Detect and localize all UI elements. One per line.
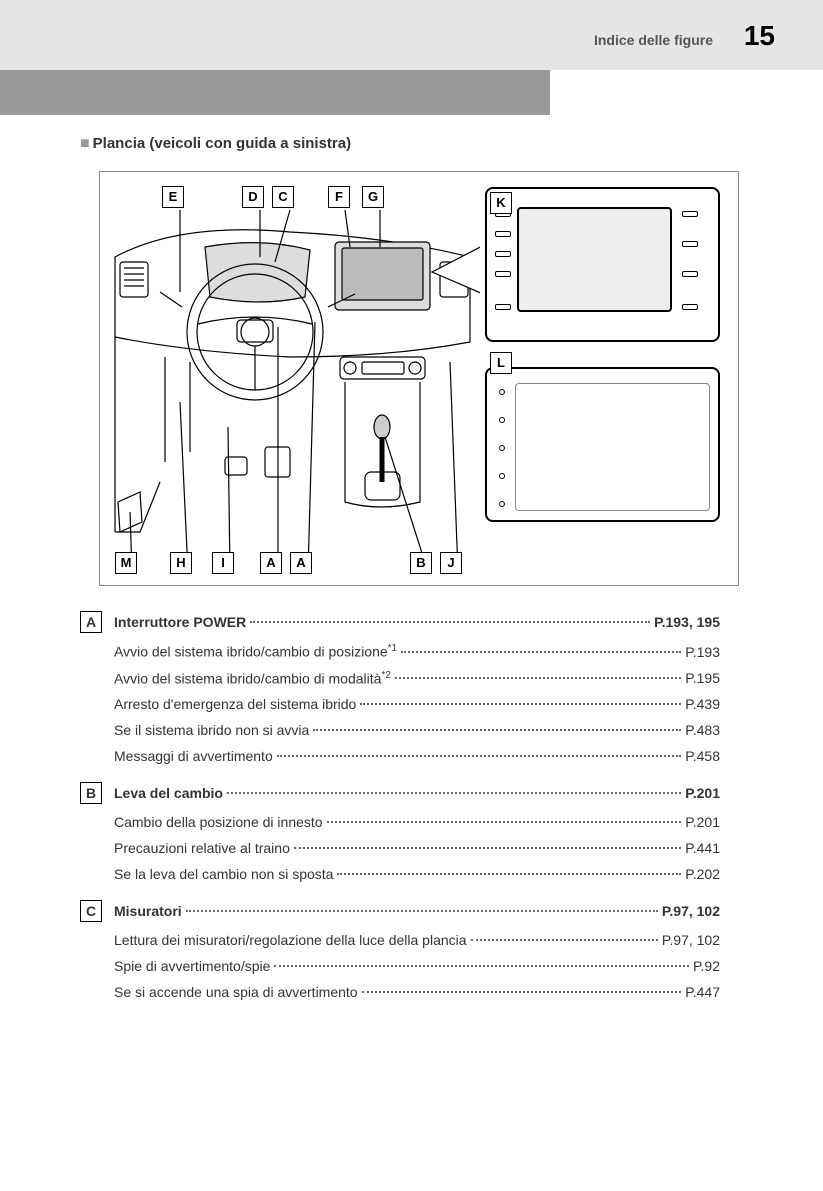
entry-sub-row: Precauzioni relative al traino P.441 [80, 840, 720, 856]
entry-title: Leva del cambio [114, 785, 223, 801]
entry-sub-row: Avvio del sistema ibrido/cambio di posiz… [80, 643, 720, 660]
callout-i: I [212, 552, 234, 574]
callout-j: J [440, 552, 462, 574]
callout-b: B [410, 552, 432, 574]
entry-sub-text: Avvio del sistema ibrido/cambio di modal… [114, 670, 391, 687]
entry-sub-text: Se il sistema ibrido non si avvia [114, 722, 309, 738]
entry-sub-page-ref: P.97, 102 [662, 932, 720, 948]
leader-dots [277, 755, 681, 757]
entry-block-c: C Misuratori P.97, 102 Lettura dei misurat… [80, 900, 758, 1000]
entry-sub-page-ref: P.458 [685, 748, 720, 764]
callout-f: F [328, 186, 350, 208]
entry-sub-page-ref: P.195 [685, 670, 720, 686]
entry-letter-box: A [80, 611, 102, 633]
entry-title: Interruttore POWER [114, 614, 246, 630]
entry-sub-row: Arresto d'emergenza del sistema ibrido P… [80, 696, 720, 712]
leader-dots [401, 651, 681, 653]
dashboard-illustration [110, 202, 480, 552]
leader-dots [313, 729, 681, 731]
leader-dots [186, 910, 658, 912]
entry-sub-row: Se si accende una spia di avvertimento P… [80, 984, 720, 1000]
entry-sub-row: Se il sistema ibrido non si avvia P.483 [80, 722, 720, 738]
leader-dots [362, 991, 682, 993]
callout-k: K [490, 192, 512, 214]
entry-sub-text: Messaggi di avvertimento [114, 748, 273, 764]
leader-dots [274, 965, 689, 967]
entry-block-a: A Interruttore POWER P.193, 195 Avvio del … [80, 611, 758, 764]
page-header: Indice delle figure 15 [0, 0, 823, 70]
callout-h: H [170, 552, 192, 574]
section-title-text: Plancia (veicoli con guida a sinistra) [93, 135, 351, 152]
leader-dots [294, 847, 681, 849]
entry-sub-page-ref: P.441 [685, 840, 720, 856]
entry-letter-box: C [80, 900, 102, 922]
header-title: Indice delle figure [594, 32, 713, 48]
multimedia-panel-k [485, 187, 720, 342]
entry-header: C Misuratori P.97, 102 [80, 900, 720, 922]
callout-a: A [290, 552, 312, 574]
entry-title: Misuratori [114, 903, 182, 919]
entry-sub-page-ref: P.92 [693, 958, 720, 974]
entry-letter-box: B [80, 782, 102, 804]
leader-dots [250, 621, 650, 623]
callout-g: G [362, 186, 384, 208]
entry-sub-page-ref: P.447 [685, 984, 720, 1000]
leader-dots [327, 821, 682, 823]
callout-c: C [272, 186, 294, 208]
gray-band [0, 70, 550, 115]
callout-m: M [115, 552, 137, 574]
callout-e: E [162, 186, 184, 208]
entry-sub-page-ref: P.202 [685, 866, 720, 882]
entry-sub-text: Lettura dei misuratori/regolazione della… [114, 932, 467, 948]
entry-sub-page-ref: P.201 [685, 814, 720, 830]
entry-block-b: BLeva del cambio P.201Cambio della posiz… [80, 782, 758, 882]
entry-sub-row: Se la leva del cambio non si sposta P.20… [80, 866, 720, 882]
entry-page-ref: P.97, 102 [662, 903, 720, 919]
section-title: ■Plancia (veicoli con guida a sinistra) [80, 135, 758, 153]
callout-l: L [490, 352, 512, 374]
leader-dots [395, 677, 681, 679]
entry-sub-row: Cambio della posizione di innesto P.201 [80, 814, 720, 830]
leader-dots [337, 873, 681, 875]
entry-sub-page-ref: P.439 [685, 696, 720, 712]
entry-sub-row: Lettura dei misuratori/regolazione della… [80, 932, 720, 948]
entry-sub-text: Precauzioni relative al traino [114, 840, 290, 856]
entry-sub-text: Se la leva del cambio non si sposta [114, 866, 333, 882]
content-area: ■Plancia (veicoli con guida a sinistra) [0, 115, 823, 1058]
entry-header: A Interruttore POWER P.193, 195 [80, 611, 720, 633]
entry-sub-row: Spie di avvertimento/spie P.92 [80, 958, 720, 974]
control-panel-l [485, 367, 720, 522]
callout-d: D [242, 186, 264, 208]
index-entries: A Interruttore POWER P.193, 195 Avvio del … [80, 611, 758, 1000]
entry-sub-page-ref: P.193 [685, 644, 720, 660]
leader-dots [227, 792, 681, 794]
entry-page-ref: P.193, 195 [654, 614, 720, 630]
entry-sub-text: Spie di avvertimento/spie [114, 958, 270, 974]
entry-sub-text: Avvio del sistema ibrido/cambio di posiz… [114, 643, 397, 660]
entry-sub-row: Avvio del sistema ibrido/cambio di modal… [80, 670, 720, 687]
entry-page-ref: P.201 [685, 785, 720, 801]
entry-header: B Leva del cambio P.201 [80, 782, 720, 804]
footnote-marker: *1 [388, 643, 397, 654]
leader-dots [471, 939, 658, 941]
entry-sub-row: Messaggi di avvertimento P.458 [80, 748, 720, 764]
entry-sub-page-ref: P.483 [685, 722, 720, 738]
page-number: 15 [744, 20, 775, 52]
entry-sub-text: Se si accende una spia di avvertimento [114, 984, 358, 1000]
footnote-marker: *2 [381, 670, 390, 681]
entry-sub-text: Cambio della posizione di innesto [114, 814, 323, 830]
leader-dots [360, 703, 681, 705]
callout-a: A [260, 552, 282, 574]
entry-sub-text: Arresto d'emergenza del sistema ibrido [114, 696, 356, 712]
square-bullet-icon: ■ [80, 135, 90, 152]
dashboard-diagram: E DC FG K L M HI AA BJ [99, 171, 739, 586]
